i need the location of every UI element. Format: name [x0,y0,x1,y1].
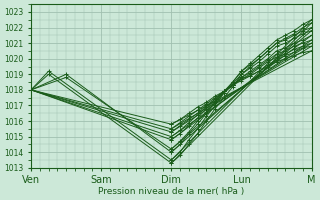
X-axis label: Pression niveau de la mer( hPa ): Pression niveau de la mer( hPa ) [98,187,244,196]
